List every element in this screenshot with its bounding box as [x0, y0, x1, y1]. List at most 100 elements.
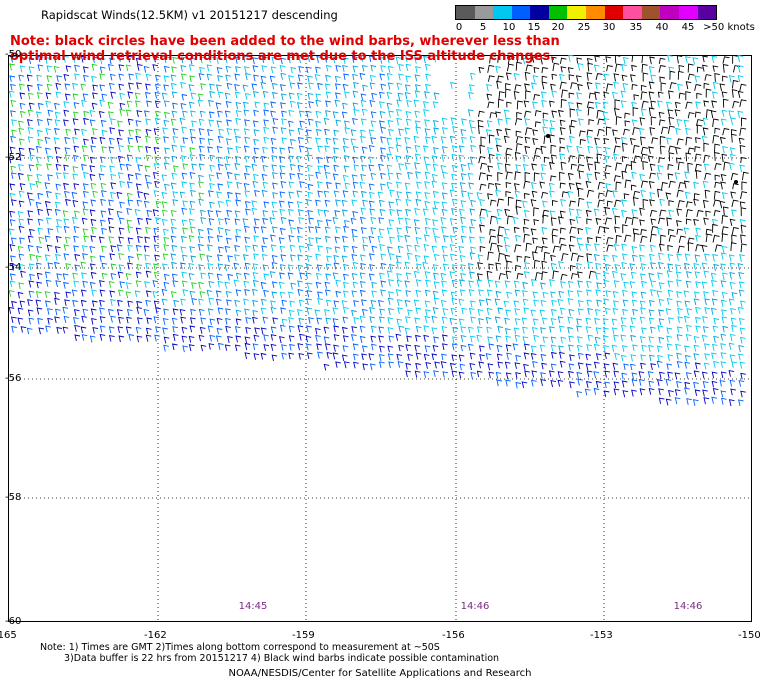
wind-barb	[478, 361, 485, 369]
latitude-label: -50	[5, 49, 22, 60]
wind-barb	[82, 208, 89, 216]
wind-barb	[469, 136, 476, 144]
wind-barb	[287, 272, 294, 280]
wind-barb	[153, 163, 160, 170]
wind-barb	[441, 127, 448, 135]
wind-barb	[315, 93, 322, 101]
wind-barb	[460, 272, 466, 281]
wind-barb	[343, 165, 350, 173]
wind-barb	[110, 173, 116, 181]
wind-barb	[702, 316, 708, 324]
wind-barb	[297, 82, 303, 90]
wind-barb	[693, 336, 700, 344]
wind-barb	[739, 145, 746, 154]
wind-barb	[235, 66, 241, 73]
wind-barb	[36, 156, 42, 164]
wind-barb	[739, 327, 746, 335]
wind-barb	[532, 237, 538, 244]
wind-barb	[63, 225, 70, 234]
wind-barb	[63, 218, 70, 226]
wind-barb	[27, 235, 34, 243]
wind-barb	[524, 145, 531, 154]
wind-barb	[667, 109, 674, 117]
wind-barb	[550, 336, 557, 344]
wind-barb	[604, 147, 611, 155]
wind-barb	[81, 245, 88, 252]
wind-barb	[486, 84, 492, 92]
wind-barb	[675, 146, 681, 155]
wind-barb	[154, 180, 160, 188]
wind-barb	[65, 291, 72, 298]
wind-barb	[737, 307, 744, 314]
wind-barb	[55, 183, 62, 191]
wind-barb	[288, 325, 295, 333]
wind-barb	[98, 173, 105, 181]
wind-barb	[188, 335, 195, 343]
wind-barb	[143, 200, 150, 208]
wind-barb	[116, 137, 123, 145]
wind-barb	[37, 102, 44, 110]
wind-barb	[99, 66, 106, 74]
wind-barb	[614, 199, 622, 208]
wind-barb	[162, 228, 169, 236]
wind-barb	[298, 299, 305, 307]
wind-barb	[606, 237, 614, 245]
wind-barb	[620, 354, 627, 362]
wind-barb	[405, 63, 412, 71]
wind-barb	[108, 208, 114, 216]
wind-barb	[624, 112, 631, 119]
wind-barb	[513, 300, 520, 308]
wind-barb	[440, 136, 447, 144]
wind-barb	[559, 325, 565, 333]
wind-barb	[280, 102, 286, 109]
wind-barb	[289, 343, 295, 351]
wind-barb	[171, 91, 178, 98]
wind-barb	[55, 172, 62, 180]
wind-barb	[29, 154, 36, 162]
wind-barb	[586, 82, 593, 90]
wind-barb	[441, 146, 448, 154]
wind-barb	[208, 174, 215, 182]
wind-barb	[101, 245, 107, 253]
wind-barb	[593, 371, 600, 379]
wind-barb	[468, 182, 474, 190]
wind-barb	[262, 210, 269, 217]
wind-barb	[198, 163, 205, 171]
wind-barb	[433, 55, 440, 63]
wind-barb	[280, 57, 287, 65]
wind-barb	[244, 93, 251, 100]
wind-barb	[712, 65, 719, 72]
wind-barb	[470, 246, 476, 254]
wind-barb	[289, 254, 296, 262]
wind-barb	[343, 245, 349, 253]
wind-barb	[559, 73, 565, 81]
wind-barb	[606, 64, 613, 72]
wind-barb	[395, 56, 402, 65]
wind-barb	[640, 235, 648, 244]
wind-barb	[549, 134, 555, 143]
wind-barb	[703, 362, 710, 370]
wind-barb	[217, 75, 223, 82]
wind-barb	[396, 109, 402, 117]
wind-barb	[261, 56, 268, 63]
wind-barb	[687, 162, 693, 172]
wind-barb	[8, 90, 15, 98]
wind-barb	[271, 172, 278, 180]
wind-barb	[370, 325, 377, 333]
wind-barb	[271, 201, 278, 209]
wind-barb	[568, 182, 575, 190]
wind-barb	[714, 174, 721, 181]
wind-barb	[82, 74, 89, 82]
wind-barb	[208, 119, 215, 127]
wind-barb	[189, 325, 196, 333]
wind-barb	[702, 180, 709, 188]
wind-barb	[368, 156, 375, 164]
wind-barb	[135, 135, 142, 143]
wind-barb	[82, 201, 89, 209]
wind-barb	[360, 155, 366, 163]
wind-barb	[253, 173, 259, 181]
wind-barb	[524, 256, 531, 262]
wind-barb	[668, 90, 674, 99]
wind-barb	[370, 137, 376, 145]
wind-barb	[244, 155, 251, 163]
